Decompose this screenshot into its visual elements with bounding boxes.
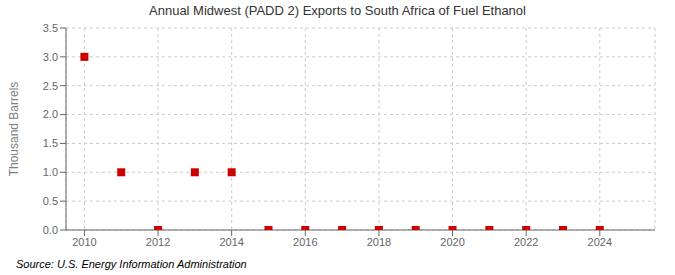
- svg-text:3.5: 3.5: [43, 22, 58, 34]
- svg-text:2024: 2024: [588, 236, 612, 248]
- svg-text:2012: 2012: [146, 236, 170, 248]
- html-text:Source: U.S. Energy Informatio: Source: U.S. Energy Information Administ…: [16, 258, 247, 270]
- svg-text:2020: 2020: [440, 236, 464, 248]
- html-text:Annual Midwest (PADD 2) Export: Annual Midwest (PADD 2) Exports to South…: [149, 3, 526, 18]
- svg-text:1.5: 1.5: [43, 137, 58, 149]
- svg-text:1.0: 1.0: [43, 166, 58, 178]
- svg-text:2022: 2022: [514, 236, 538, 248]
- svg-text:2014: 2014: [219, 236, 243, 248]
- svg-text:0.5: 0.5: [43, 195, 58, 207]
- svg-text:3.0: 3.0: [43, 51, 58, 63]
- svg-text:0.0: 0.0: [43, 224, 58, 236]
- svg-text:Thousand Barrels: Thousand Barrels: [8, 82, 21, 177]
- svg-text:2.0: 2.0: [43, 108, 58, 120]
- svg-text:2018: 2018: [367, 236, 391, 248]
- svg-text:2016: 2016: [293, 236, 317, 248]
- svg-text:2.5: 2.5: [43, 80, 58, 92]
- svg-text:2010: 2010: [72, 236, 96, 248]
